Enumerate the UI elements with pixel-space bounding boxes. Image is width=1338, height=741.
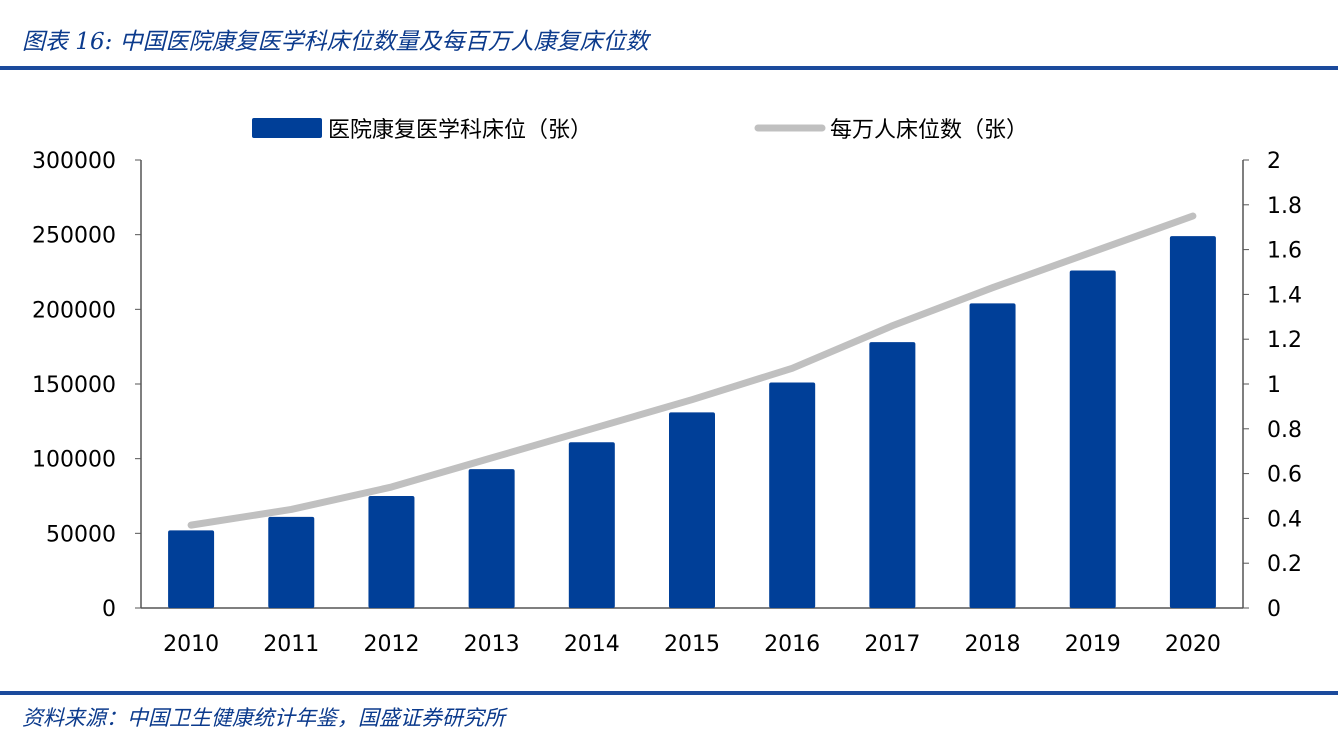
left-tick-label: 150000 <box>32 373 116 398</box>
x-tick-label: 2014 <box>564 632 620 657</box>
legend-bar-swatch <box>252 118 322 138</box>
x-tick-label: 2013 <box>464 632 520 657</box>
right-tick-label: 0.2 <box>1267 552 1302 577</box>
source-divider <box>0 691 1338 695</box>
bar <box>1069 270 1116 608</box>
left-tick-label: 200000 <box>32 298 116 323</box>
bar <box>669 412 715 608</box>
x-tick-label: 2015 <box>664 632 720 657</box>
x-tick-label: 2010 <box>163 632 219 657</box>
x-tick-label: 2016 <box>764 632 820 657</box>
legend-line-label: 每万人床位数（张） <box>830 118 1028 143</box>
left-tick-label: 0 <box>102 597 116 622</box>
x-tick-label: 2017 <box>864 632 920 657</box>
bar <box>168 530 215 608</box>
bar <box>769 382 816 608</box>
bar <box>468 469 515 608</box>
left-tick-label: 250000 <box>32 224 116 249</box>
bar <box>368 496 415 608</box>
source-note: 资料来源：中国卫生健康统计年鉴，国盛证券研究所 <box>22 706 505 730</box>
left-tick-label: 50000 <box>46 522 116 547</box>
left-tick-label: 100000 <box>32 448 116 473</box>
bar <box>568 442 615 608</box>
x-tick-label: 2019 <box>1065 632 1121 657</box>
right-tick-label: 0.4 <box>1267 507 1302 532</box>
x-tick-label: 2012 <box>363 632 419 657</box>
bar <box>1169 236 1216 608</box>
chart-title: 图表 16: 中国医院康复医学科床位数量及每百万人康复床位数 <box>22 29 649 55</box>
right-tick-label: 1.8 <box>1267 194 1302 219</box>
legend-bar-label: 医院康复医学科床位（张） <box>328 118 592 143</box>
right-tick-label: 2 <box>1267 149 1281 174</box>
left-tick-label: 300000 <box>32 149 116 174</box>
bar <box>869 342 916 608</box>
right-tick-label: 0.8 <box>1267 418 1302 443</box>
title-divider <box>0 66 1338 70</box>
bar <box>969 303 1016 608</box>
right-tick-label: 1.6 <box>1267 239 1302 264</box>
right-tick-label: 1.2 <box>1267 328 1302 353</box>
right-tick-label: 0.6 <box>1267 463 1302 488</box>
x-tick-label: 2020 <box>1165 632 1221 657</box>
x-tick-label: 2011 <box>263 632 319 657</box>
right-tick-label: 1.4 <box>1267 283 1302 308</box>
bar <box>268 516 315 608</box>
right-tick-label: 0 <box>1267 597 1281 622</box>
right-tick-label: 1 <box>1267 373 1281 398</box>
x-tick-label: 2018 <box>965 632 1021 657</box>
